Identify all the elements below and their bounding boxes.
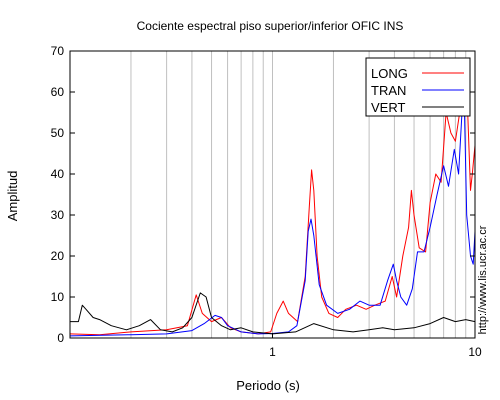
y-tick-label: 30 [51, 208, 65, 222]
x-axis-title: Periodo (s) [236, 378, 300, 393]
series-line-tran [69, 79, 476, 337]
y-tick-label: 50 [51, 126, 65, 140]
series-line-vert [70, 292, 476, 335]
chart-title: Cociente espectral piso superior/inferio… [137, 19, 404, 33]
axis-ticks: 0 10 20 30 40 50 60 70 1 10 [51, 44, 482, 359]
legend-label-long: LONG [371, 66, 408, 81]
legend-box [365, 57, 471, 117]
x-tick-label: 1 [269, 345, 276, 359]
y-tick-label: 20 [51, 249, 65, 263]
y-tick-label: 60 [51, 85, 65, 99]
legend: LONG TRAN VERT [365, 57, 471, 117]
y-tick-label: 40 [51, 167, 65, 181]
side-annotation: http://www.lis.ucr.ac.cr [477, 225, 489, 334]
series-lines [69, 75, 476, 337]
legend-label-tran: TRAN [371, 83, 406, 98]
legend-label-vert: VERT [371, 100, 405, 115]
y-tick-label: 70 [51, 44, 65, 58]
y-axis-title: Amplitud [5, 171, 20, 222]
x-tick-label: 10 [468, 345, 482, 359]
y-tick-label: 10 [51, 290, 65, 304]
y-tick-label: 0 [57, 331, 64, 345]
